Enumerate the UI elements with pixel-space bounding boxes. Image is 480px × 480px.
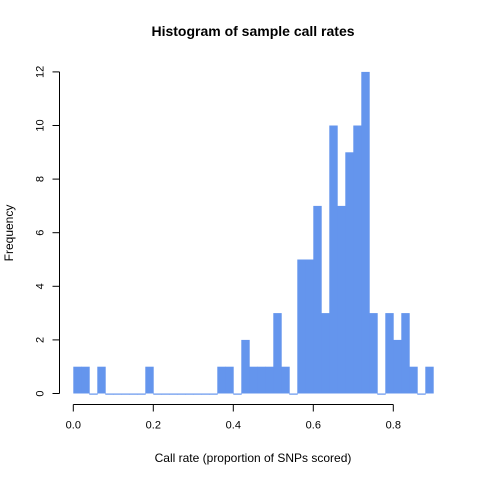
histogram-bar-16 bbox=[201, 393, 210, 395]
histogram-bar-17 bbox=[209, 393, 218, 395]
histogram-bar-2 bbox=[89, 393, 98, 395]
histogram-bar-43 bbox=[417, 393, 426, 395]
histogram-bar-4 bbox=[105, 393, 114, 395]
histogram-bar-40 bbox=[393, 339, 402, 394]
histogram-bar-8 bbox=[137, 393, 146, 395]
histogram-bar-20 bbox=[233, 393, 242, 395]
y-tick-label: 10 bbox=[35, 119, 47, 131]
x-tick-label: 0.0 bbox=[66, 420, 81, 432]
histogram-bar-0 bbox=[73, 366, 82, 394]
histogram-bar-33 bbox=[337, 205, 346, 394]
histogram-bar-32 bbox=[329, 125, 338, 394]
histogram-bar-39 bbox=[385, 313, 394, 394]
histogram-bar-28 bbox=[297, 259, 306, 394]
histogram-bar-6 bbox=[121, 393, 130, 395]
histogram-bar-22 bbox=[249, 366, 258, 394]
histogram-bar-11 bbox=[161, 393, 170, 395]
histogram-bar-1 bbox=[81, 366, 90, 394]
histogram-bar-31 bbox=[321, 313, 330, 394]
histogram-bar-10 bbox=[153, 393, 162, 395]
histogram-bar-38 bbox=[377, 393, 386, 395]
histogram-bar-25 bbox=[273, 313, 282, 394]
histogram-bar-36 bbox=[361, 71, 370, 394]
x-tick-label: 0.8 bbox=[386, 420, 401, 432]
histogram-bar-44 bbox=[425, 366, 434, 394]
y-axis-label: Frequency bbox=[2, 205, 16, 262]
chart-title: Histogram of sample call rates bbox=[151, 23, 354, 39]
histogram-bar-23 bbox=[257, 366, 266, 394]
histogram-bar-29 bbox=[305, 259, 314, 394]
histogram-bar-42 bbox=[409, 366, 418, 394]
x-tick-label: 0.6 bbox=[306, 420, 321, 432]
x-axis: 0.0 0.2 0.4 0.6 0.8 bbox=[66, 404, 401, 432]
histogram-bars bbox=[73, 71, 434, 395]
y-tick-label: 4 bbox=[35, 283, 47, 289]
histogram-bar-26 bbox=[281, 366, 290, 394]
y-tick-label: 0 bbox=[35, 390, 47, 396]
histogram-bar-14 bbox=[185, 393, 194, 395]
histogram-bar-41 bbox=[401, 313, 410, 394]
histogram-bar-18 bbox=[217, 366, 226, 394]
histogram-bar-24 bbox=[265, 366, 274, 394]
histogram-bar-12 bbox=[169, 393, 178, 395]
histogram-bar-5 bbox=[113, 393, 122, 395]
histogram-bar-13 bbox=[177, 393, 186, 395]
histogram-bar-34 bbox=[345, 152, 354, 394]
histogram-bar-21 bbox=[241, 339, 250, 394]
histogram-bar-3 bbox=[97, 366, 106, 394]
histogram-bar-7 bbox=[129, 393, 138, 395]
histogram-bar-15 bbox=[193, 393, 202, 395]
y-axis: 0 2 4 6 8 10 12 bbox=[35, 66, 60, 397]
histogram-bar-9 bbox=[145, 366, 154, 394]
x-tick-label: 0.4 bbox=[226, 420, 241, 432]
x-tick-label: 0.2 bbox=[146, 420, 161, 432]
y-tick-label: 6 bbox=[35, 230, 47, 236]
y-tick-label: 12 bbox=[35, 66, 47, 78]
histogram-bar-37 bbox=[369, 313, 378, 394]
histogram-bar-30 bbox=[313, 205, 322, 394]
y-tick-label: 8 bbox=[35, 176, 47, 182]
histogram-bar-19 bbox=[225, 366, 234, 394]
x-axis-label: Call rate (proportion of SNPs scored) bbox=[155, 451, 352, 465]
y-tick-label: 2 bbox=[35, 337, 47, 343]
histogram-bar-27 bbox=[289, 393, 298, 395]
histogram-bar-35 bbox=[353, 125, 362, 394]
